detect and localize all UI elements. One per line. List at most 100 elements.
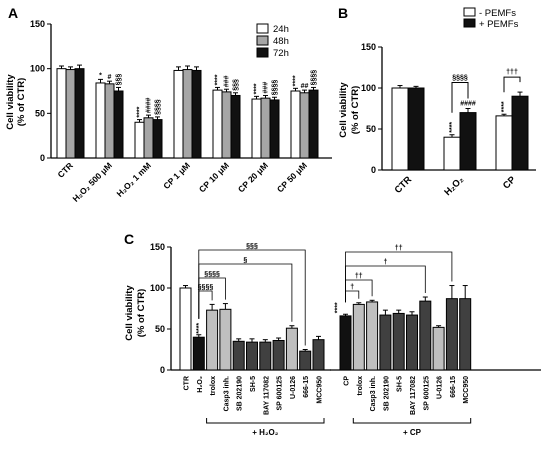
c-annotation: **** — [196, 323, 203, 334]
c-h2o2-bracket-label-0: §§§ — [246, 243, 258, 250]
a-bar-0-2 — [74, 68, 85, 159]
c-annotation: **** — [335, 302, 342, 313]
a-annotation: ## — [301, 83, 309, 90]
a-bar-1-2 — [113, 90, 124, 159]
c-category-label: MCC950 — [317, 376, 324, 404]
b-ytick-label: 0 — [371, 165, 376, 175]
c-category-label: trolox — [357, 376, 364, 396]
c-category-label: U-0126 — [437, 376, 444, 399]
c-bar-17 — [419, 300, 432, 371]
c-bar-10 — [312, 339, 325, 371]
a-category-label: H₂O₂ 500 μM — [70, 160, 113, 203]
c-bar-5 — [246, 341, 258, 371]
c-bar-13 — [366, 301, 379, 371]
b-h2o2-bracket — [451, 82, 469, 113]
c-ytick-label: 50 — [155, 324, 165, 334]
c-bar-14 — [379, 314, 392, 371]
c-category-label: trolox — [210, 376, 217, 396]
a-bar-3-0 — [173, 69, 184, 159]
c-h2o2-bracket-label-3: §§§§ — [198, 284, 214, 291]
b-category-label: CTR — [393, 174, 415, 196]
c-category-label: 666-15 — [303, 376, 310, 398]
c-bar-15 — [392, 312, 405, 371]
c-bar-9 — [299, 350, 312, 371]
c-category-label: U-0126 — [290, 376, 297, 399]
a-annotation: ### — [263, 82, 270, 94]
c-category-label: SB 202190 — [383, 376, 390, 411]
c-cp-bracket-label-0: †† — [395, 245, 403, 252]
y-axis-label-b: Cell viability — [338, 82, 349, 138]
c-bar-6 — [259, 341, 272, 371]
a-bar-2-1 — [143, 117, 154, 159]
c-ytick-label: 150 — [150, 242, 165, 252]
a-bar-6-1 — [299, 92, 310, 159]
y-axis-label-c-unit: (% of CTR) — [136, 289, 147, 338]
c-bar-20 — [459, 298, 472, 371]
panel-label-a: A — [8, 5, 18, 21]
chart-panel-c: Cell viability (% of CTR) 0 50 100 150 CTR H… — [124, 242, 541, 437]
a-ytick-label: 50 — [35, 108, 45, 118]
c-category-label: BAY 117082 — [263, 376, 270, 415]
c-cp-bracket-label-2: †† — [355, 273, 363, 280]
b-legend-label-1: + PEMFs — [479, 19, 519, 30]
y-axis-label-b-unit: (% of CTR) — [350, 86, 361, 135]
b-annotation: #### — [460, 101, 476, 108]
a-bar-0-0 — [56, 68, 67, 159]
b-category-label: CP — [501, 174, 519, 192]
a-legend-label-0: 24h — [273, 24, 289, 35]
a-category-label: CP 20 μM — [236, 160, 270, 194]
c-bar-18 — [432, 326, 445, 371]
a-legend-swatch-2 — [256, 47, 269, 58]
a-bar-5-1 — [260, 97, 271, 159]
a-ytick-label: 100 — [30, 64, 45, 74]
c-bar-11 — [339, 315, 352, 371]
c-h2o2-bracket-3 — [198, 290, 213, 319]
a-bar-2-2 — [152, 119, 163, 159]
a-annotation: #### — [146, 97, 153, 113]
b-annotation: **** — [501, 101, 508, 112]
b-legend-swatch-0 — [463, 7, 476, 17]
c-group-label-0: + H₂O₂ — [252, 428, 278, 437]
a-bar-6-2 — [308, 89, 319, 159]
c-bar-16 — [406, 314, 418, 371]
a-category-label: H₂O₂ 1 mM — [114, 160, 152, 198]
b-legend-label-0: - PEMFs — [479, 8, 516, 19]
c-ytick-label: 0 — [160, 365, 165, 375]
c-bar-7 — [272, 339, 285, 371]
a-bar-1-0 — [95, 82, 106, 159]
a-category-label: CP 1 μM — [161, 160, 192, 191]
c-cp-bracket-label-3: † — [350, 284, 354, 291]
b-h2o2-bracket-label: §§§§ — [452, 75, 468, 82]
a-annotation: §§§§ — [272, 80, 279, 96]
a-bar-2-0 — [134, 121, 145, 159]
c-bar-8 — [285, 327, 298, 371]
c-ytick-label: 100 — [150, 283, 165, 293]
c-category-label: MCC950 — [463, 376, 470, 404]
a-bar-4-2 — [230, 94, 241, 159]
a-legend-swatch-0 — [256, 23, 269, 34]
b-cp-bracket-label: ††† — [506, 69, 518, 76]
a-bar-0-1 — [65, 69, 76, 159]
c-h2o2-bracket-label-1: § — [243, 257, 247, 264]
a-bar-3-2 — [191, 69, 202, 159]
a-bar-5-2 — [269, 99, 280, 159]
c-bar-1 — [192, 336, 205, 371]
chart-panel-b: Cell viability (% of CTR) 0 50 100 150 CTR H… — [338, 7, 536, 198]
c-category-label: SP 600125 — [423, 376, 430, 411]
c-category-label: SP 600125 — [277, 376, 284, 411]
b-bar-2-0 — [495, 115, 513, 171]
a-annotation: ### — [224, 75, 231, 87]
b-ytick-label: 100 — [361, 83, 376, 93]
a-bar-3-1 — [182, 69, 193, 159]
b-bar-0-0 — [391, 87, 409, 171]
b-category-label: H₂O₂ — [442, 174, 466, 198]
a-ytick-label: 0 — [40, 153, 45, 163]
c-cp-bracket-1 — [345, 265, 426, 303]
c-group-label-1: + CP — [403, 428, 422, 437]
a-annotation: §§§ — [233, 79, 240, 91]
b-bar-0-1 — [407, 87, 425, 171]
b-legend-swatch-1 — [463, 18, 476, 28]
c-bar-3 — [219, 308, 232, 371]
